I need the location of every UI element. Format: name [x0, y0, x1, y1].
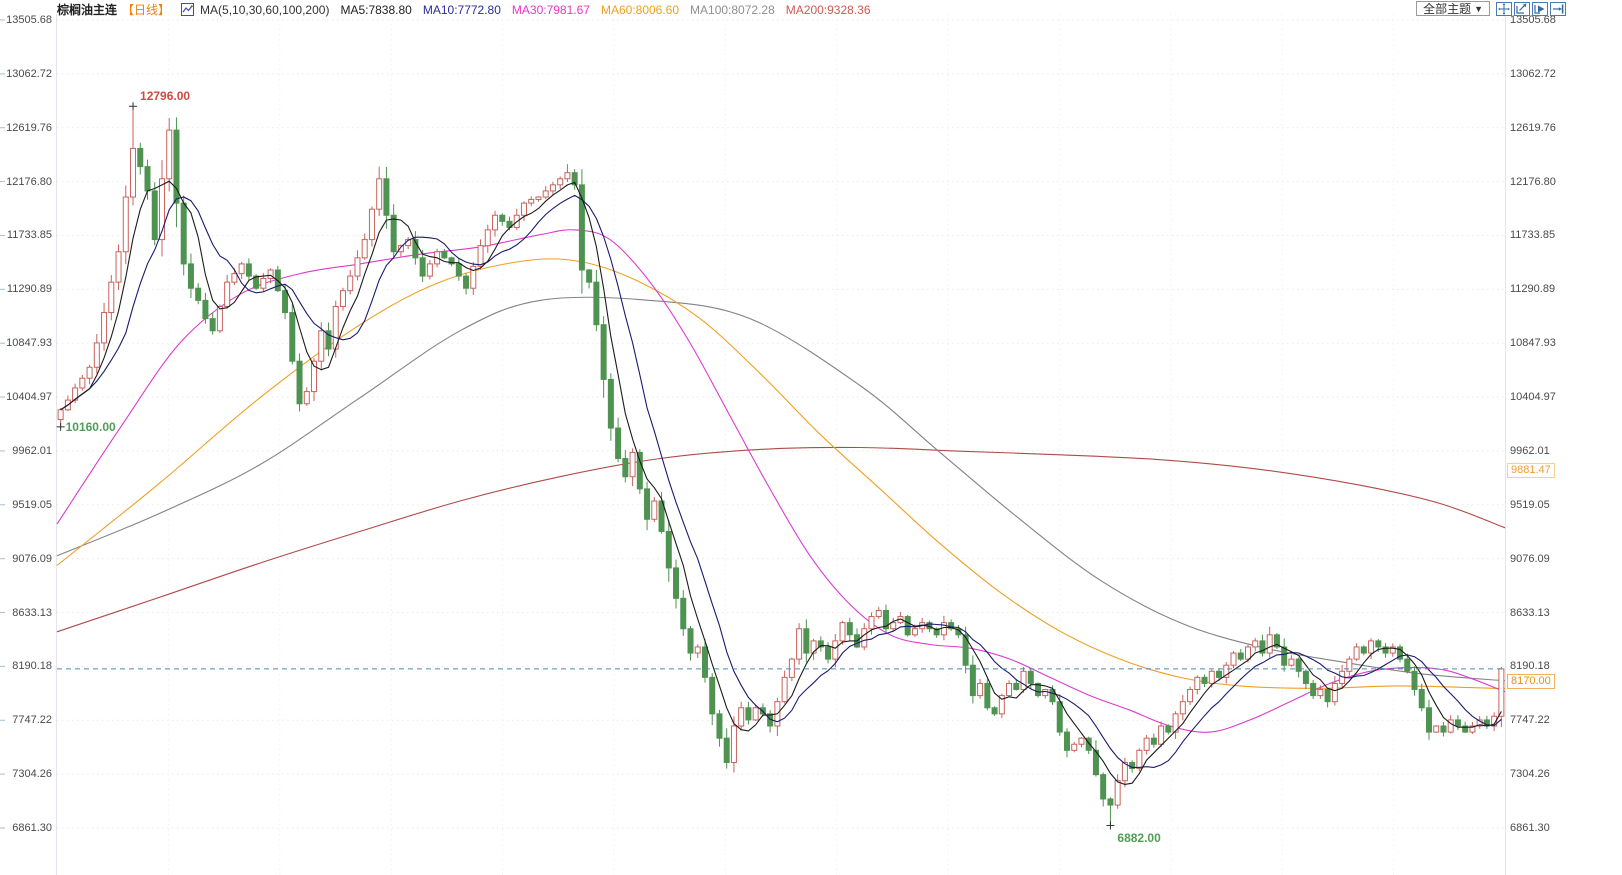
go-to-latest-icon[interactable]: [1550, 1, 1566, 16]
y-axis-label-right: 8633.13: [1510, 606, 1550, 619]
current-price-label: 8170.00: [1507, 673, 1555, 689]
y-axis-label-right: 8190.18: [1510, 660, 1550, 673]
y-axis-label-right: 13505.68: [1510, 14, 1556, 26]
ma-line-ma60: [56, 258, 1506, 690]
ma-formula: MA(5,10,30,60,100,200): [200, 2, 330, 17]
grid-horizontal: [57, 19, 1505, 829]
plot-borders: [56, 14, 1506, 875]
left-axis-ticks: [0, 19, 5, 829]
y-axis-label-left: 7747.22: [12, 714, 52, 727]
y-axis-label-right: 12176.80: [1510, 175, 1556, 188]
y-axis-label-right: 10847.93: [1510, 337, 1556, 350]
y-axis-label-left: 13505.68: [6, 14, 52, 26]
ma-line-ma30: [56, 229, 1506, 733]
symbol-title: 棕榈油主连: [57, 3, 118, 17]
ma-line-ma10: [60, 194, 1502, 768]
extra-price-label: 9881.47: [1507, 462, 1555, 478]
high-price-annotation: 12796.00: [140, 89, 191, 104]
y-axis-label-left: 9076.09: [12, 552, 52, 565]
legend-ma30: MA30:7981.67: [511, 2, 590, 17]
dropdown-arrow-icon: ▼: [1474, 3, 1483, 14]
y-axis-label-right: 7304.26: [1510, 768, 1550, 781]
legend-ma60: MA60:8006.60: [600, 2, 680, 17]
legend-ma10: MA10:7772.80: [422, 2, 501, 17]
zoom-range-icon[interactable]: [1514, 1, 1530, 16]
y-axis-label-right: 10404.97: [1510, 391, 1556, 404]
pan-icon[interactable]: [1496, 1, 1512, 16]
ma-line-ma5: [60, 180, 1502, 785]
y-axis-label-right: 7747.22: [1510, 714, 1550, 727]
chart-tool-buttons: [1496, 1, 1566, 16]
period-label: 【日线】: [122, 3, 171, 17]
theme-select-button[interactable]: 全部主题 ▼: [1416, 1, 1490, 16]
y-axis-label-left: 12619.76: [6, 121, 52, 134]
y-axis-label-left: 11290.89: [6, 283, 52, 296]
low-price-annotation: 6882.00: [1117, 831, 1161, 846]
y-axis-label-right: 12619.76: [1510, 121, 1556, 134]
y-axis-label-left: 11733.85: [6, 229, 52, 242]
ma-legend: MA5:7838.80 MA10:7772.80 MA30:7981.67 MA60:…: [340, 3, 870, 17]
y-axis-label-right: 9519.05: [1510, 498, 1550, 511]
y-axis-label-left: 8190.18: [12, 660, 52, 673]
step-forward-icon[interactable]: [1532, 1, 1548, 16]
y-axis-label-left: 13062.72: [6, 67, 52, 80]
y-axis-label-left: 10404.97: [6, 391, 52, 404]
theme-select-label: 全部主题: [1423, 2, 1472, 16]
chart-type-icon[interactable]: [181, 3, 195, 16]
y-axis-label-left: 8633.13: [12, 606, 52, 619]
legend-ma100: MA100:8072.28: [690, 2, 775, 17]
y-axis-label-left: 10847.93: [6, 337, 52, 350]
candles-layer: [57, 106, 1505, 826]
y-axis-label-left: 6861.30: [12, 822, 52, 834]
y-axis-label-left: 12176.80: [6, 175, 52, 188]
y-axis-label-right: 6861.30: [1510, 822, 1550, 834]
y-axis-label-right: 11733.85: [1510, 229, 1556, 242]
ma-line-ma100: [56, 296, 1506, 682]
y-axis-label-left: 9519.05: [12, 498, 52, 511]
legend-ma5: MA5:7838.80: [340, 2, 412, 17]
y-axis-label-right: 11290.89: [1510, 283, 1556, 296]
low-price-annotation: 10160.00: [65, 419, 116, 434]
y-axis-label-right: 9962.01: [1510, 444, 1550, 457]
y-axis-label-left: 9962.01: [12, 444, 52, 457]
ma-line-ma200: [56, 446, 1506, 633]
y-axis-label-right: 13062.72: [1510, 67, 1556, 80]
chart-toolbar: 全部主题 ▼: [1416, 1, 1566, 16]
y-axis-label-left: 7304.26: [12, 768, 52, 781]
chart-header: 棕榈油主连 【日线】 MA(5,10,30,60,100,200) MA5:78…: [57, 1, 871, 18]
annotation-markers: [56, 102, 1115, 830]
y-axis-label-right: 9076.09: [1510, 552, 1550, 565]
grid-vertical: [167, 14, 1395, 875]
legend-ma200: MA200:9328.36: [785, 2, 871, 17]
